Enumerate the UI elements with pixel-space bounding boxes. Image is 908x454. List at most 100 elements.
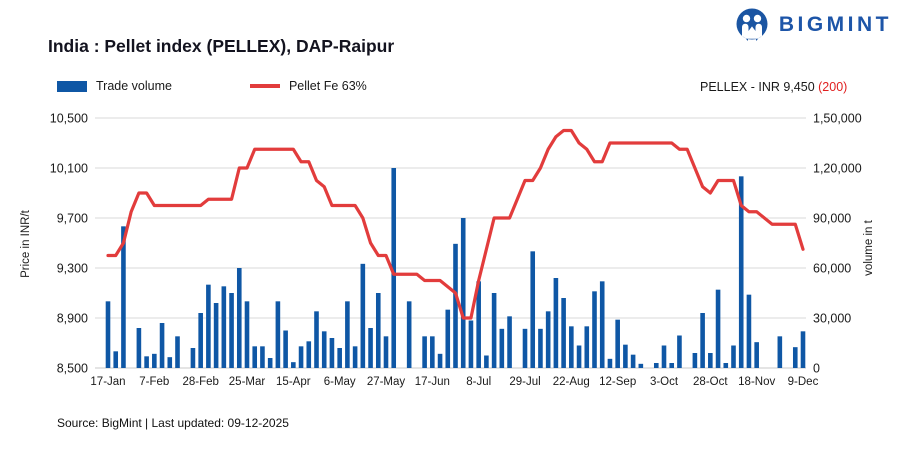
- volume-bar: [283, 330, 288, 368]
- x-tick-label: 29-Jul: [509, 376, 540, 388]
- pellex-price-text: PELLEX - INR 9,450: [700, 80, 819, 94]
- volume-bar: [592, 291, 597, 368]
- volume-bar: [152, 353, 157, 368]
- bar-swatch-icon: [57, 80, 87, 92]
- volume-bar: [221, 286, 227, 368]
- x-tick-label: 17-Jun: [415, 376, 450, 388]
- page-title: India : Pellet index (PELLEX), DAP-Raipu…: [48, 36, 395, 56]
- x-tick-label: 8-Jul: [466, 376, 491, 388]
- volume-bar: [391, 168, 397, 368]
- volume-bar: [453, 243, 458, 368]
- volume-bar: [599, 281, 605, 368]
- volume-bar: [677, 335, 682, 368]
- y-tick-label-right: 1,20,000: [813, 162, 862, 176]
- volume-bar: [229, 293, 234, 368]
- y-tick-label-right: 30,000: [813, 312, 851, 326]
- y-tick-label-right: 1,50,000: [813, 112, 862, 126]
- volume-bar: [437, 353, 443, 368]
- volume-bar: [731, 345, 736, 368]
- volume-bar: [113, 351, 119, 368]
- volume-bar: [746, 294, 752, 368]
- volume-bar: [368, 328, 373, 368]
- pellex-price-annotation: PELLEX - INR 9,450 (200): [700, 80, 847, 94]
- volume-bar: [159, 323, 165, 368]
- x-tick-label: 6-May: [324, 376, 356, 388]
- right-axis-title: volume in t: [863, 219, 875, 275]
- volume-bar: [692, 353, 698, 368]
- volume-bar: [792, 347, 798, 368]
- volume-bar: [267, 358, 273, 368]
- volume-bar: [167, 357, 173, 368]
- volume-bar: [430, 336, 435, 368]
- y-tick-label-left: 8,500: [57, 362, 88, 376]
- volume-bar: [190, 348, 196, 368]
- volume-bar: [623, 344, 628, 368]
- volume-bar: [715, 289, 721, 368]
- source-note: Source: BigMint | Last updated: 09-12-20…: [57, 416, 289, 430]
- x-tick-label: 12-Sep: [599, 376, 636, 388]
- volume-bar: [445, 309, 451, 368]
- volume-bar: [800, 331, 806, 368]
- volume-bar: [291, 362, 296, 368]
- volume-bar: [244, 301, 250, 368]
- x-tick-label: 27-May: [367, 376, 406, 388]
- volume-bar: [569, 326, 574, 368]
- x-tick-label: 7-Feb: [139, 376, 169, 388]
- volume-bar: [538, 328, 543, 368]
- volume-bar: [345, 301, 350, 368]
- volume-bar: [275, 301, 281, 368]
- left-axis-title: Price in INR/t: [20, 209, 32, 278]
- brand-name: BIGMINT: [778, 13, 892, 36]
- volume-bar: [522, 328, 528, 368]
- brand-logo: BIGMINT: [733, 6, 892, 44]
- x-tick-label: 9-Dec: [788, 376, 819, 388]
- volume-bar: [460, 218, 466, 368]
- volume-bar: [530, 251, 536, 368]
- volume-bar: [198, 313, 203, 368]
- volume-bar: [383, 336, 389, 368]
- volume-bar: [375, 293, 381, 368]
- y-tick-label-right: 60,000: [813, 262, 851, 276]
- volume-bar: [121, 226, 126, 368]
- line-swatch-icon: [249, 84, 280, 88]
- bigmint-icon: [733, 6, 771, 44]
- legend-label: Pellet Fe 63%: [288, 79, 367, 93]
- price-line: [106, 128, 805, 320]
- volume-bar: [653, 363, 659, 368]
- volume-bar: [669, 363, 675, 368]
- x-tick-label: 18-Nov: [738, 376, 775, 388]
- volume-bar: [661, 345, 667, 368]
- volume-bar: [144, 356, 149, 368]
- x-tick-label: 3-Oct: [650, 376, 679, 388]
- volume-bar: [777, 336, 783, 368]
- volume-bar: [499, 328, 505, 368]
- volume-bar: [260, 346, 265, 368]
- volume-bar: [491, 293, 497, 368]
- volume-bar: [252, 346, 258, 368]
- volume-bar: [352, 346, 358, 368]
- x-tick-label: 17-Jan: [90, 376, 125, 388]
- volume-bar: [206, 284, 211, 368]
- y-tick-label-left: 9,300: [57, 262, 88, 276]
- volume-bar: [476, 281, 481, 368]
- volume-bar: [321, 331, 327, 368]
- volume-bar: [507, 316, 512, 368]
- x-tick-label: 25-Mar: [229, 376, 266, 388]
- volume-bar: [422, 336, 427, 368]
- volume-bar: [360, 263, 366, 368]
- pellex-change-value: (200): [818, 80, 848, 94]
- volume-bar: [638, 363, 644, 368]
- volume-bar: [553, 278, 559, 368]
- volume-bar: [723, 363, 729, 368]
- legend-item-pellet-fe: Pellet Fe 63%: [249, 79, 367, 93]
- volume-bar: [136, 328, 142, 368]
- volume-bar: [306, 341, 312, 368]
- y-tick-label-left: 8,900: [57, 312, 88, 326]
- volume-bar: [175, 336, 180, 368]
- y-tick-label-left: 9,700: [57, 212, 88, 226]
- volume-bar: [561, 298, 566, 368]
- volume-bar: [708, 353, 713, 368]
- y-tick-label-left: 10,100: [50, 162, 88, 176]
- x-tick-label: 15-Apr: [276, 376, 311, 388]
